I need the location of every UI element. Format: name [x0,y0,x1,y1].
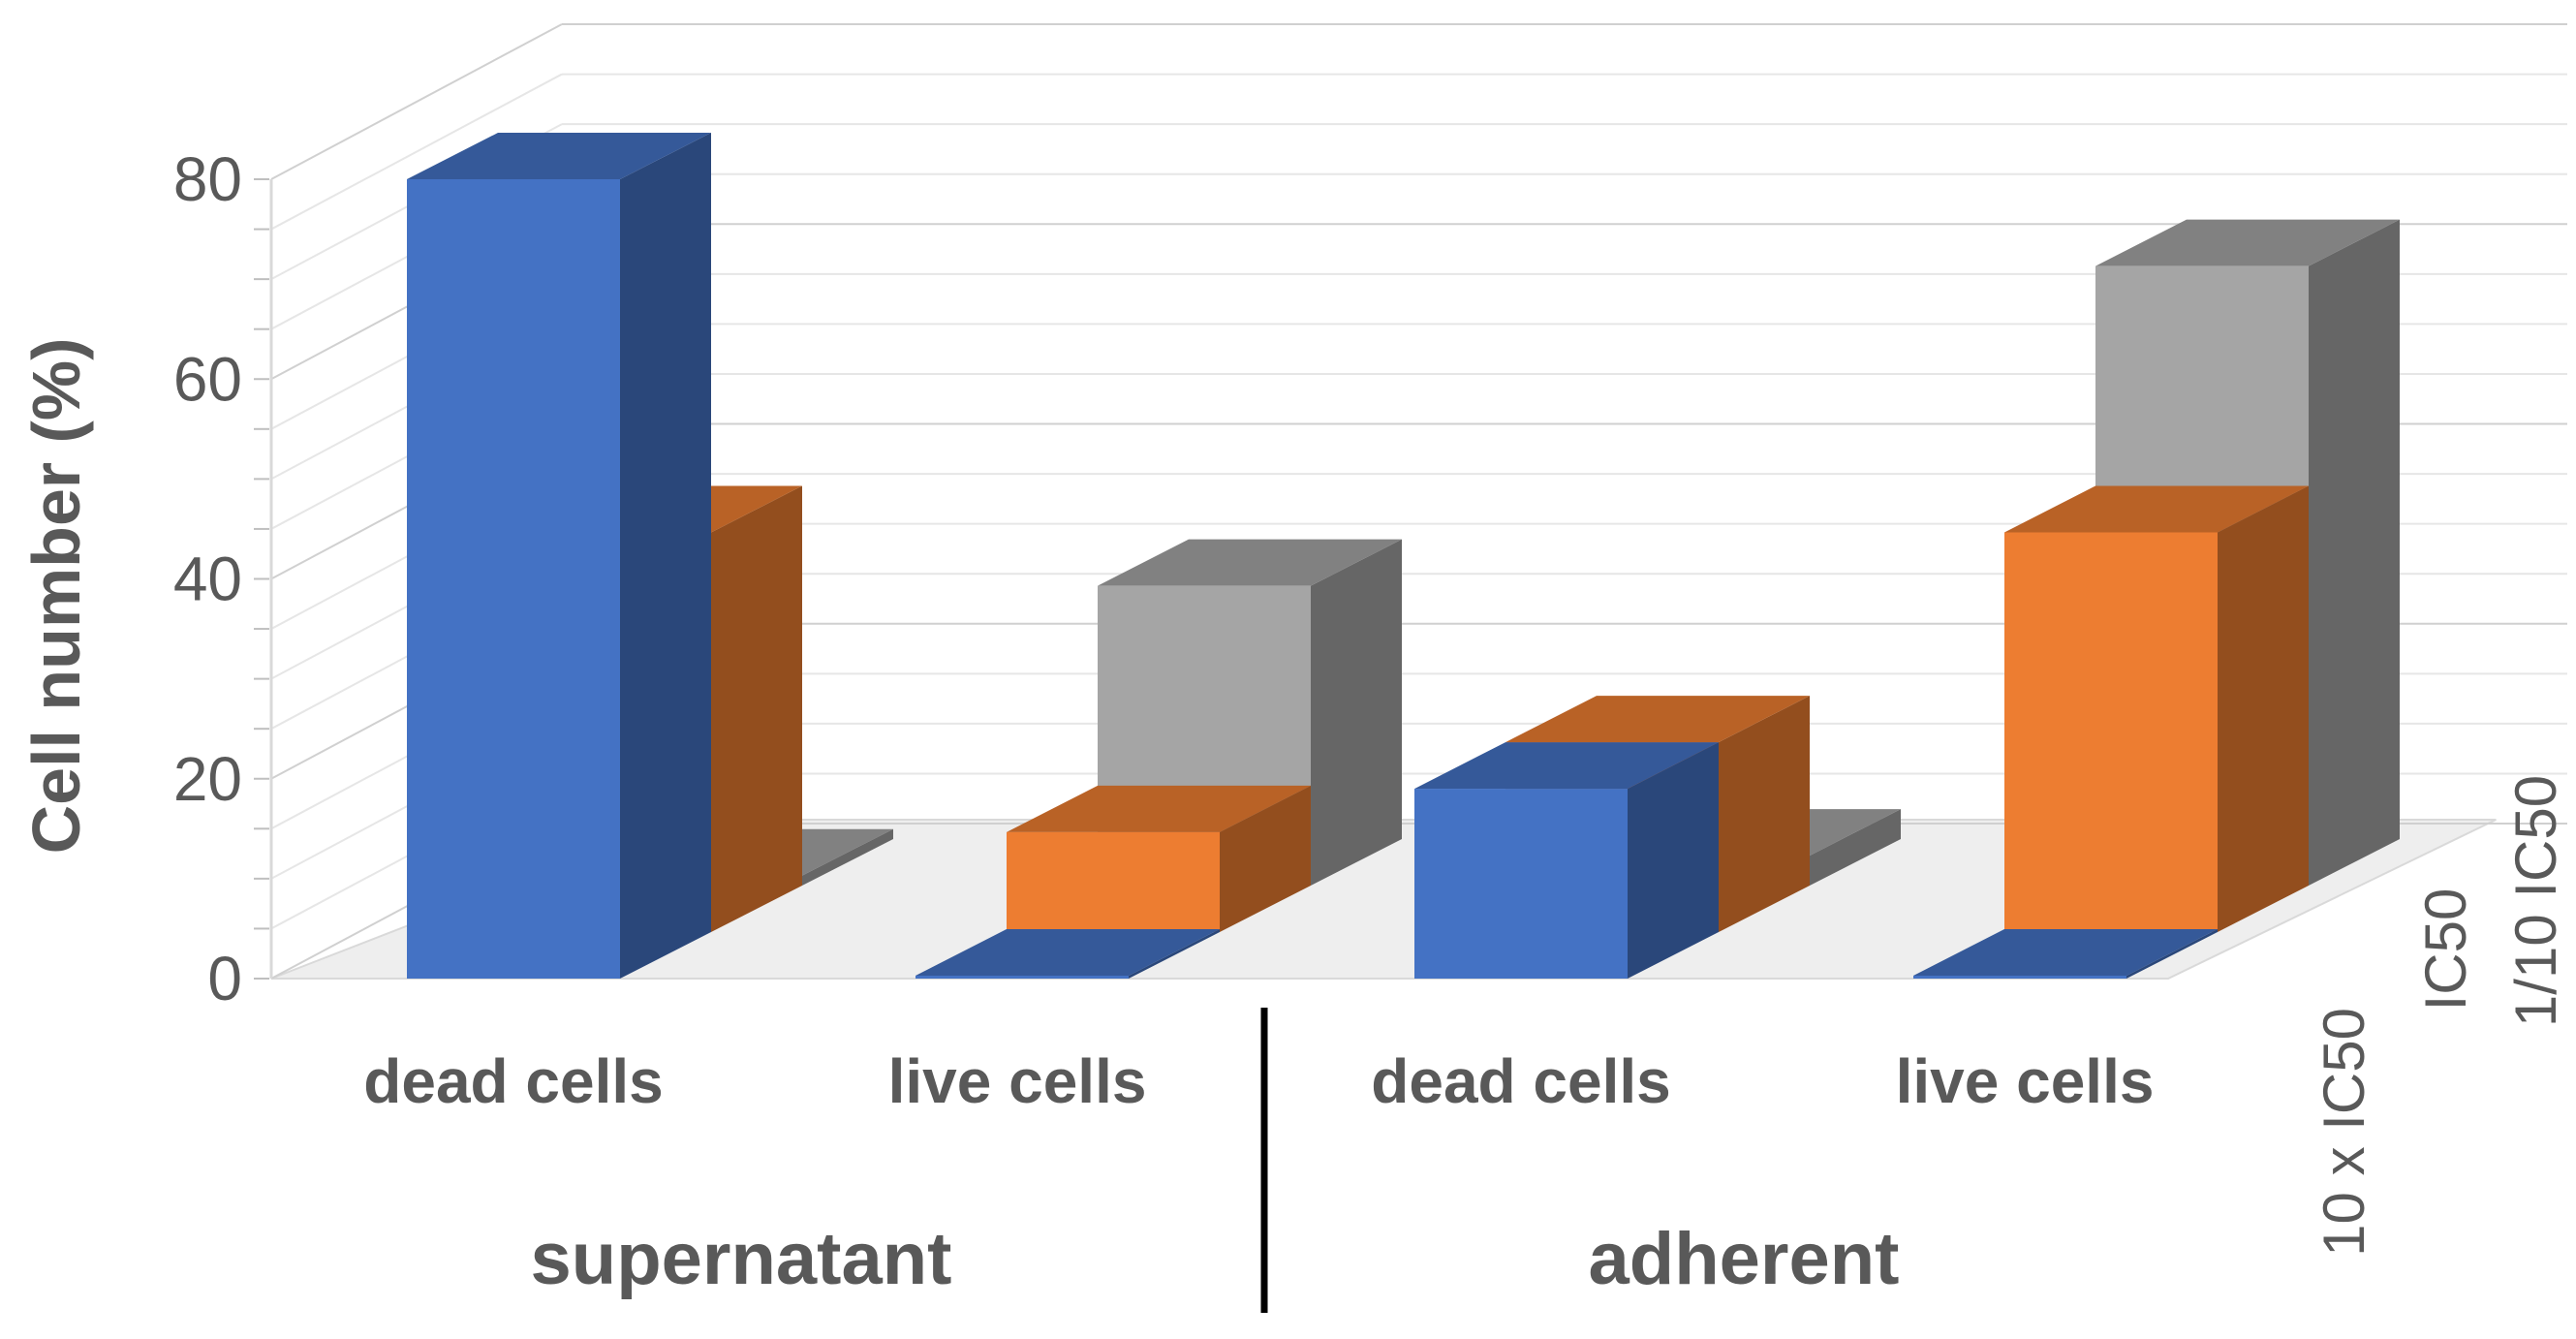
group-label-adherent: adherent [1589,1218,1900,1300]
bar-side [1129,929,1220,979]
bar-front [1913,976,2126,979]
category-label-3: dead cells [1371,1046,1671,1116]
bar-front [916,976,1129,979]
y-axis-title: Cell number (%) [18,338,94,855]
bar-2-series-2 [1007,785,1311,932]
bar-top [407,133,711,179]
category-label-1: dead cells [363,1046,664,1116]
series-label-ic50: IC50 [2413,888,2478,1012]
series-label-1-10-ic50: 1/10 IC50 [2503,775,2568,1027]
bar-side [1719,696,1810,932]
bar-top [2095,219,2400,266]
bar-3-series-1 [1414,742,1719,979]
bar-front [1007,831,1220,932]
bar-top [1505,696,1810,743]
bar-side [802,828,893,886]
y-tick-label-1: 20 [173,744,242,814]
gridline-side [270,23,563,180]
bar-side [2309,219,2400,886]
y-tick-label-3: 60 [173,344,242,414]
bar-4-series-2 [2004,485,2309,932]
y-tick-label-2: 40 [173,545,242,614]
y-tick-label-0: 0 [207,944,242,1013]
bar-2-series-1 [916,929,1220,979]
chart-bars [407,133,2400,979]
bar-front [1414,789,1628,979]
bar-1-series-1 [407,133,711,979]
y-axis-ticks: 0 20 40 60 80 [173,144,269,1013]
bar-front [2004,532,2218,932]
bar-side [2218,485,2309,932]
gridline-side [270,73,563,231]
bar-side [711,485,802,932]
series-label-10x-ic50: 10 x IC50 [2312,1008,2376,1257]
bar-top [916,929,1220,976]
bar-side [1628,742,1719,979]
bar-side [1311,539,1402,886]
bar-side [2126,929,2218,979]
bar-top [1913,929,2218,976]
bar-side [620,133,711,979]
y-tick-label-4: 80 [173,144,242,214]
bar-top [1007,785,1311,832]
bar-side [1220,785,1311,932]
bar-top [1098,539,1402,586]
category-label-4: live cells [1896,1046,2155,1116]
bar-side [1810,809,1901,886]
bar-top [2004,485,2309,533]
group-label-supernatant: supernatant [531,1218,952,1300]
category-label-2: live cells [888,1046,1147,1116]
bar-front [407,179,620,979]
bar-top [1414,742,1719,790]
bar-4-series-1 [1913,929,2218,979]
